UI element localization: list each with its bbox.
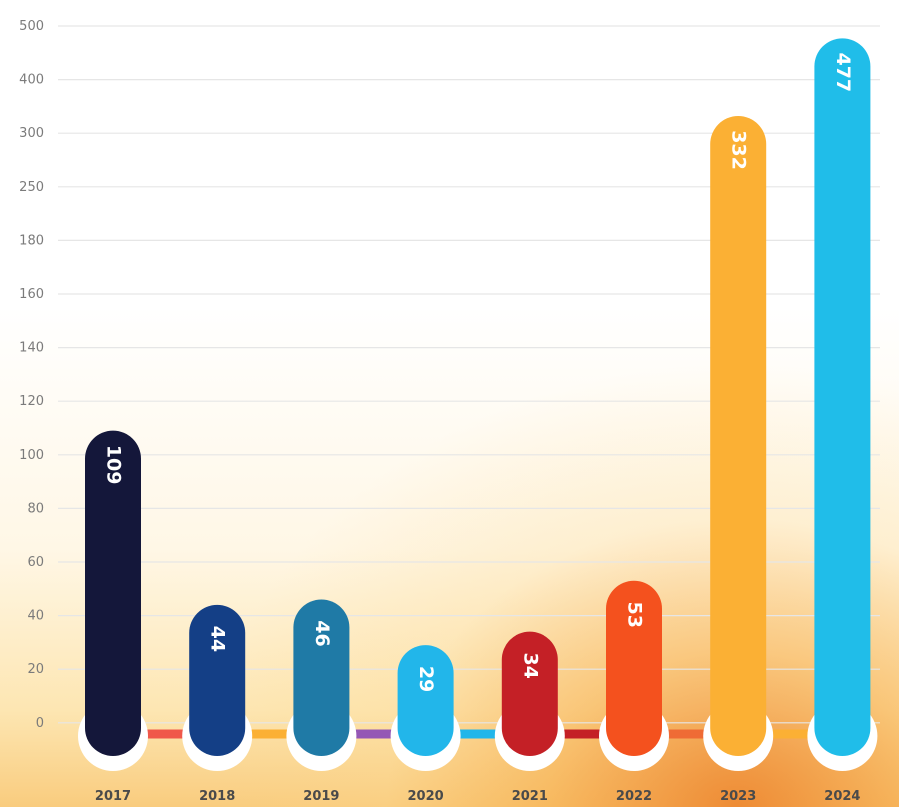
x-axis-ticks: 2017 2018 2019 2020 2021 2022 2023 2024	[95, 789, 861, 804]
bar-value-label: 53	[624, 602, 646, 628]
bar-value-label: 332	[728, 130, 750, 170]
bar	[293, 599, 350, 756]
y-tick-label: 160	[19, 287, 44, 302]
y-tick-label: 100	[19, 448, 44, 463]
bar	[189, 604, 246, 756]
y-axis-ticks: 500 400 300 250 180 160 140 120 100 80 60 40 20 0	[19, 19, 44, 731]
bar-value-label: 34	[519, 652, 541, 678]
x-tick-label: 2017	[95, 789, 131, 804]
bar	[397, 645, 454, 756]
bar-2019: 46	[286, 599, 357, 771]
y-tick-label: 80	[27, 501, 44, 516]
y-tick-label: 40	[27, 609, 44, 624]
bar-value-label: 29	[415, 666, 437, 692]
bar	[710, 116, 767, 757]
y-tick-label: 60	[27, 555, 44, 570]
y-tick-label: 120	[19, 394, 44, 409]
bar-value-label: 109	[103, 445, 125, 485]
x-tick-label: 2018	[199, 789, 235, 804]
bar-value-label: 46	[311, 620, 333, 646]
x-tick-label: 2021	[512, 789, 548, 804]
bar	[814, 38, 871, 756]
bar-2018: 44	[182, 604, 253, 771]
y-tick-label: 250	[19, 180, 44, 195]
y-tick-label: 140	[19, 341, 44, 356]
bar-2017: 109	[78, 430, 148, 771]
y-tick-label: 180	[19, 233, 44, 248]
y-tick-label: 300	[19, 126, 44, 141]
bar-2023: 332	[703, 116, 774, 771]
y-tick-label: 20	[27, 662, 44, 677]
bars: 109 44 46 29 34 53 332 477	[78, 38, 878, 771]
x-tick-label: 2022	[616, 789, 652, 804]
x-tick-label: 2019	[303, 789, 339, 804]
bar-value-label: 44	[207, 626, 229, 652]
bar	[501, 631, 558, 756]
bar-2021: 34	[494, 631, 565, 771]
x-tick-label: 2023	[720, 789, 756, 804]
bar	[85, 430, 141, 756]
y-tick-label: 400	[19, 73, 44, 88]
y-tick-label: 0	[36, 716, 44, 731]
bar-2022: 53	[599, 580, 669, 771]
bar	[606, 580, 662, 756]
y-tick-label: 500	[19, 19, 44, 34]
x-tick-label: 2024	[824, 789, 860, 804]
x-tick-label: 2020	[408, 789, 444, 804]
bar-2020: 29	[390, 645, 461, 771]
bar-value-label: 477	[832, 52, 854, 92]
bar-2024: 477	[807, 38, 878, 771]
